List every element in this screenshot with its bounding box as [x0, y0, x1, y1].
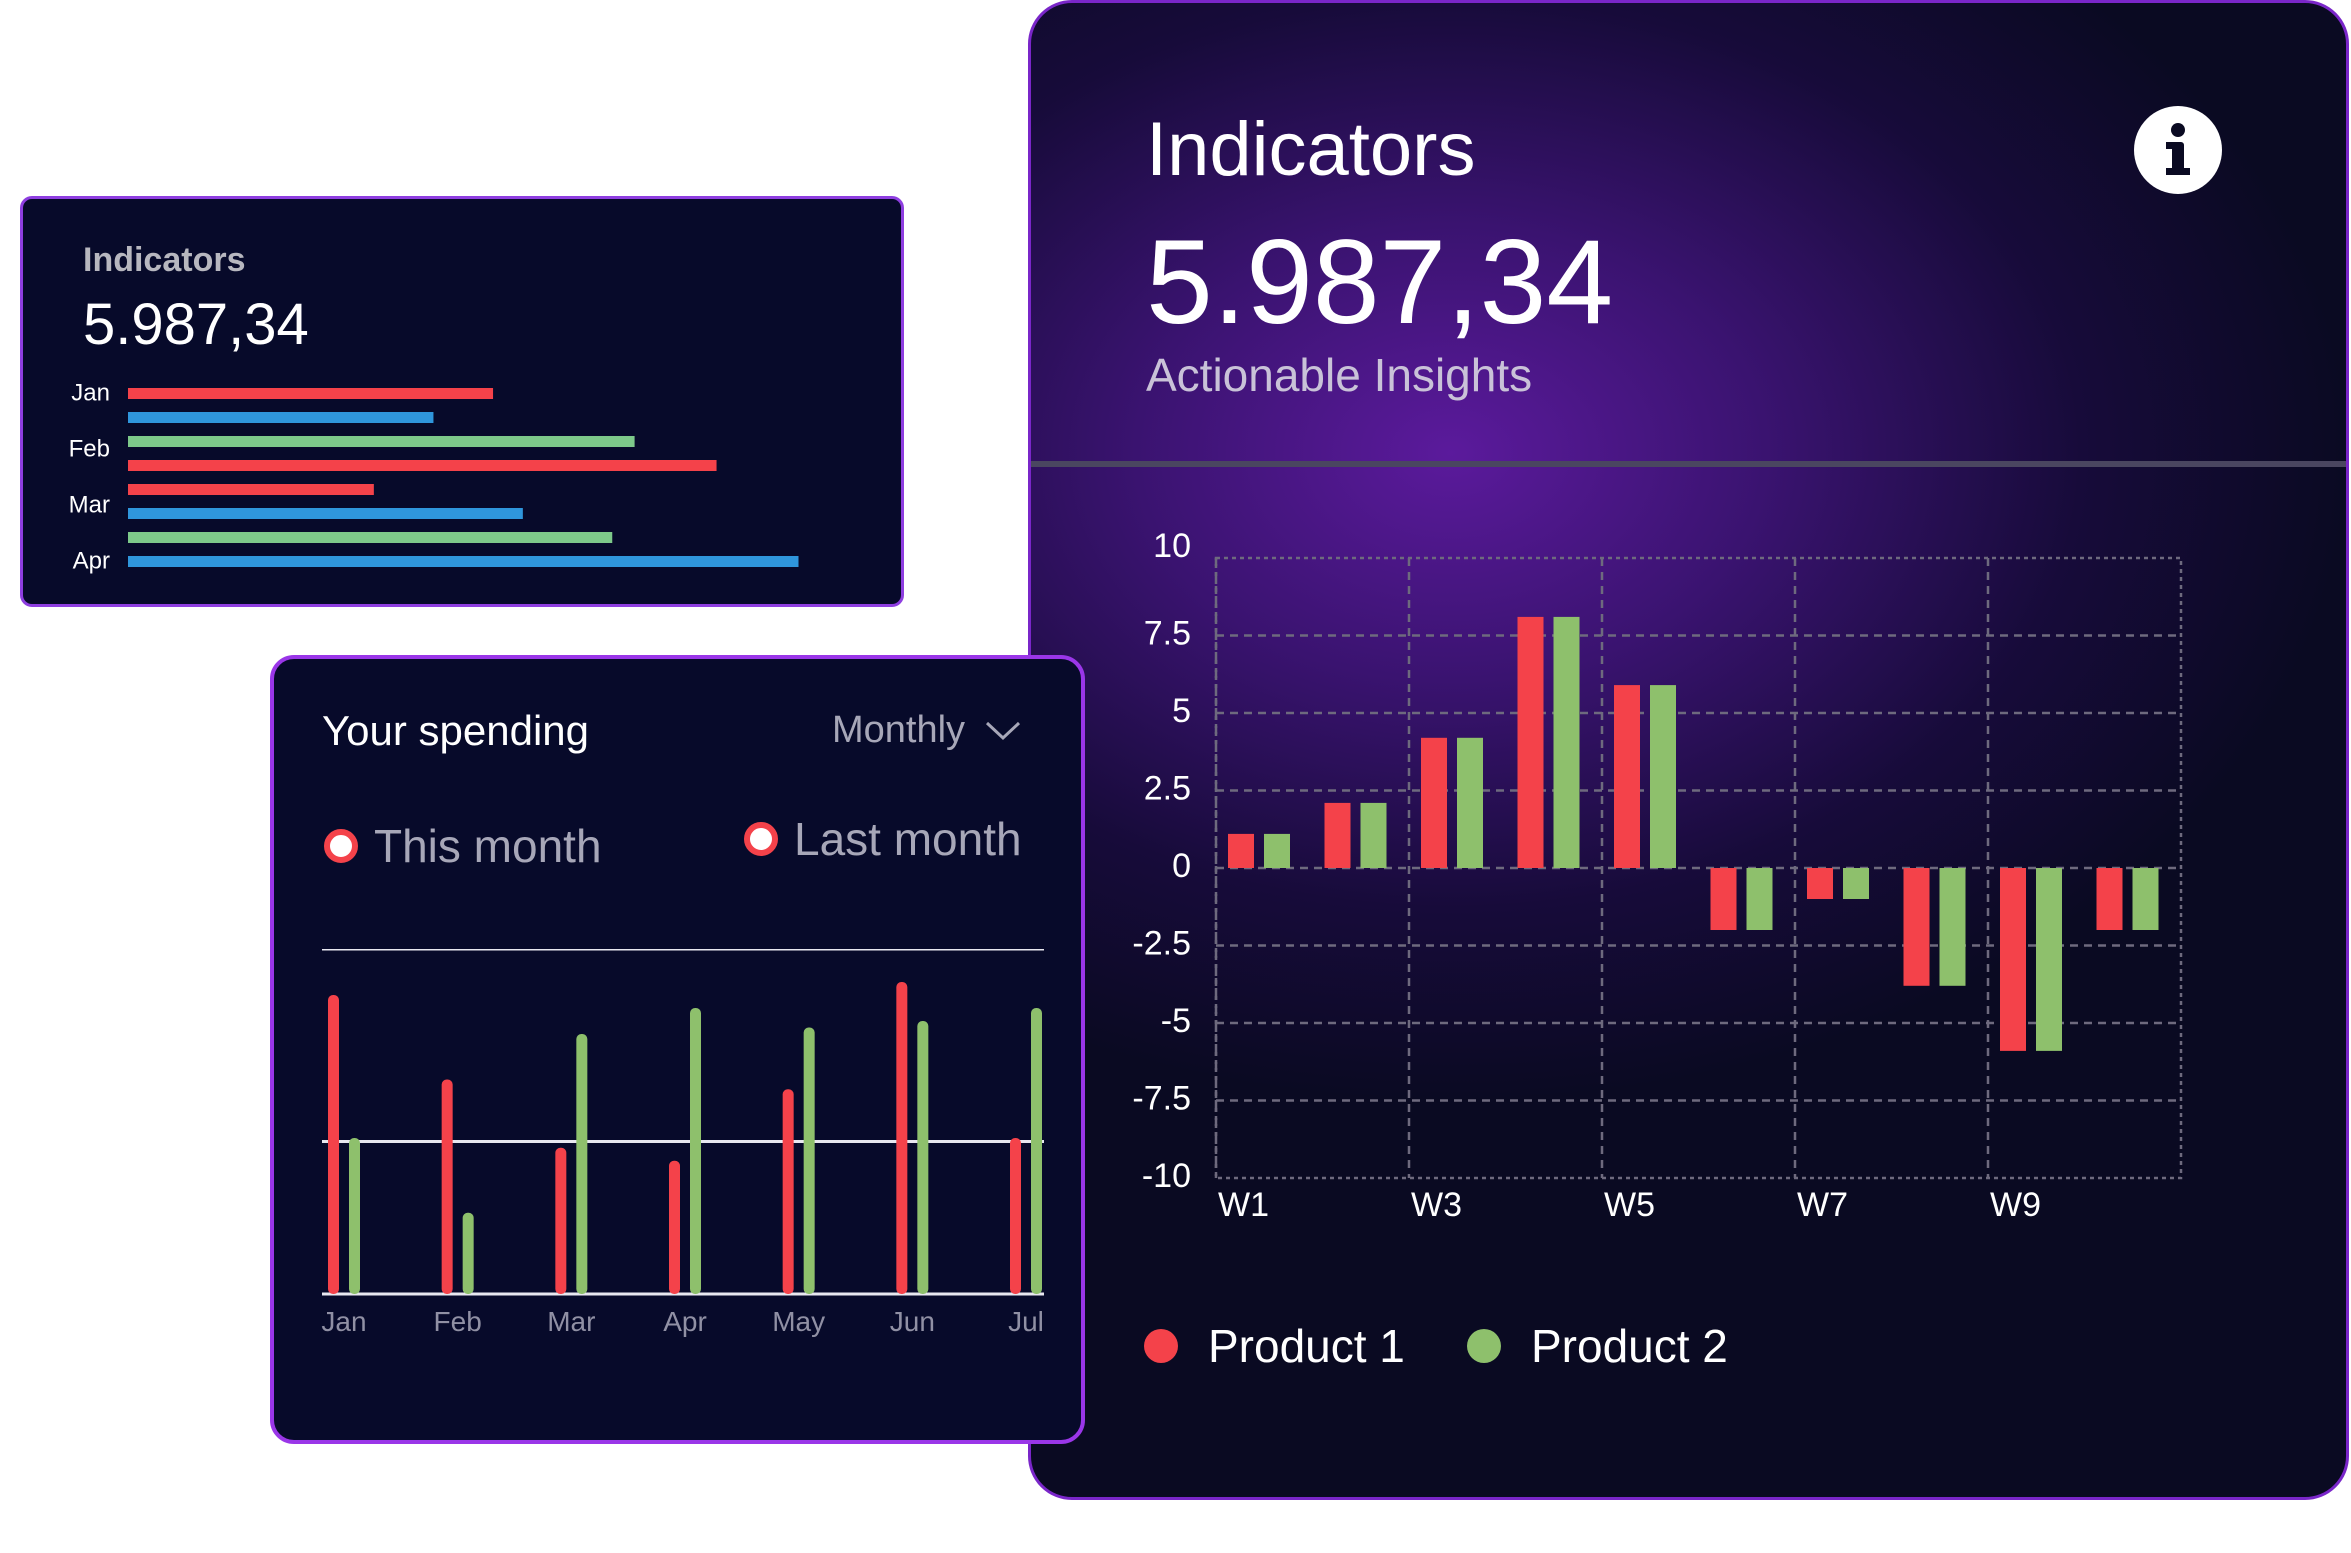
bar-this-month-feb [441, 1079, 453, 1294]
x-tick-label: W3 [1411, 1186, 1462, 1224]
hbar-apr-7 [128, 556, 799, 567]
x-tick-label: Feb [434, 1306, 482, 1337]
bar-this-month-jan [328, 995, 339, 1294]
header-divider [1031, 461, 2346, 467]
y-tick-label: 7.5 [1144, 614, 1191, 652]
bar-this-month-jul [1010, 1138, 1021, 1294]
x-tick-label: Jul [1008, 1306, 1044, 1337]
legend-product-2: Product 2 [1467, 1320, 1728, 1372]
legend-dot-green-icon [1467, 1329, 1501, 1363]
bar-product-2-w6 [1746, 868, 1773, 930]
bar-product-1-w7 [1807, 868, 1833, 899]
small-card-title: Indicators [83, 241, 246, 279]
hbar-apr-6 [128, 532, 613, 543]
spending-card: Your spending Monthly This month Last mo… [270, 655, 1085, 1444]
x-tick-label: Jun [890, 1306, 935, 1337]
legend-dot-red-icon [1144, 1329, 1178, 1363]
spending-bar-chart: Jan Feb Mar Apr May Jun Jul [321, 949, 1044, 1337]
weekly-bar-chart: 10 7.5 5 2.5 0 -2.5 -5 -7.5 -10 W1 W3 W5 W7 W9 [1132, 527, 2183, 1224]
bar-product-2-w9 [2036, 868, 2062, 1051]
small-card-value: 5.987,34 [83, 292, 309, 357]
legend-this-month[interactable]: This month [324, 819, 602, 873]
y-tick-label: -10 [1142, 1157, 1191, 1195]
x-tick-label: W5 [1604, 1186, 1655, 1224]
x-tick-label: W7 [1797, 1186, 1848, 1224]
y-tick-label: Apr [73, 547, 110, 574]
bar-this-month-mar [555, 1147, 567, 1294]
bar-product-2-w10 [2132, 868, 2159, 930]
bar-product-1-w5 [1614, 685, 1640, 868]
bar-this-month-apr [669, 1160, 680, 1294]
bar-product-1-w9 [2000, 868, 2026, 1051]
bar-product-2-w7 [1843, 868, 1869, 899]
bar-last-month-jun [917, 1021, 929, 1294]
x-tick-label: Jan [321, 1306, 366, 1337]
x-tick-label: Mar [547, 1306, 595, 1337]
info-glyph-icon [2166, 123, 2190, 175]
legend-label-product-1: Product 1 [1208, 1320, 1405, 1372]
bar-product-1-w2 [1324, 802, 1351, 868]
bar-last-month-feb [462, 1212, 474, 1294]
bar-last-month-mar [576, 1034, 588, 1294]
y-tick-label: 5 [1172, 692, 1191, 730]
y-tick-label: Mar [69, 491, 110, 518]
hbar-jan-0 [128, 388, 494, 399]
indicators-small-card: Indicators 5.987,34 Jan Feb Mar Apr [20, 196, 904, 607]
legend-label-product-2: Product 2 [1531, 1320, 1728, 1372]
large-card-title: Indicators [1146, 107, 1476, 192]
bar-product-1-w1 [1228, 833, 1254, 868]
x-tick-label: W9 [1990, 1186, 2041, 1224]
bar-last-month-jan [349, 1138, 360, 1294]
spending-title: Your spending [322, 707, 590, 754]
period-dropdown[interactable]: Monthly [832, 709, 1023, 752]
hbar-feb-3 [128, 460, 717, 471]
hbar-jan-1 [128, 412, 434, 423]
y-tick-label: -7.5 [1132, 1079, 1191, 1117]
legend-last-month[interactable]: Last month [744, 812, 1022, 866]
large-card-subtitle: Actionable Insights [1146, 349, 1533, 401]
indicators-large-card: Indicators 5.987,34 Actionable Insights … [1028, 0, 2349, 1500]
bar-product-2-w1 [1264, 833, 1290, 868]
bar-product-1-w6 [1710, 868, 1737, 930]
bar-this-month-may [782, 1089, 794, 1294]
bar-last-month-may [803, 1027, 815, 1294]
large-card-value: 5.987,34 [1146, 215, 1614, 349]
bar-last-month-apr [690, 1008, 701, 1294]
bar-product-1-w10 [2096, 868, 2123, 930]
bar-last-month-jul [1031, 1008, 1042, 1294]
y-tick-label: 0 [1172, 847, 1191, 885]
bar-product-2-w2 [1360, 802, 1387, 868]
radio-this-month-icon [324, 829, 358, 863]
bar-product-1-w3 [1421, 737, 1447, 868]
y-tick-label: 2.5 [1144, 769, 1191, 807]
y-tick-label: Jan [71, 379, 110, 406]
hbar-mar-4 [128, 484, 374, 495]
y-tick-label: -5 [1161, 1002, 1191, 1040]
x-tick-label: May [772, 1306, 825, 1337]
y-tick-label: -2.5 [1132, 924, 1191, 962]
x-tick-label: W1 [1218, 1186, 1269, 1224]
x-tick-label: Apr [663, 1306, 707, 1337]
bar-product-2-w3 [1457, 737, 1483, 868]
chevron-down-icon [986, 721, 1021, 740]
y-tick-label: 10 [1153, 527, 1191, 565]
legend-label-this-month: This month [374, 820, 602, 872]
info-icon[interactable] [2134, 106, 2222, 194]
radio-last-month-icon [744, 822, 778, 856]
hbar-mar-5 [128, 508, 523, 519]
legend-label-last-month: Last month [794, 813, 1022, 865]
bar-product-2-w8 [1939, 868, 1966, 986]
y-tick-label: Feb [69, 435, 110, 462]
monthly-hbar-chart: Jan Feb Mar Apr [69, 379, 799, 574]
bar-product-1-w4 [1517, 616, 1544, 868]
bar-product-1-w8 [1903, 868, 1930, 986]
hbar-feb-2 [128, 436, 635, 447]
bar-product-2-w4 [1553, 616, 1580, 868]
bar-product-2-w5 [1650, 685, 1676, 868]
bar-this-month-jun [896, 982, 908, 1294]
period-label: Monthly [832, 709, 966, 751]
legend-product-1: Product 1 [1144, 1320, 1405, 1372]
